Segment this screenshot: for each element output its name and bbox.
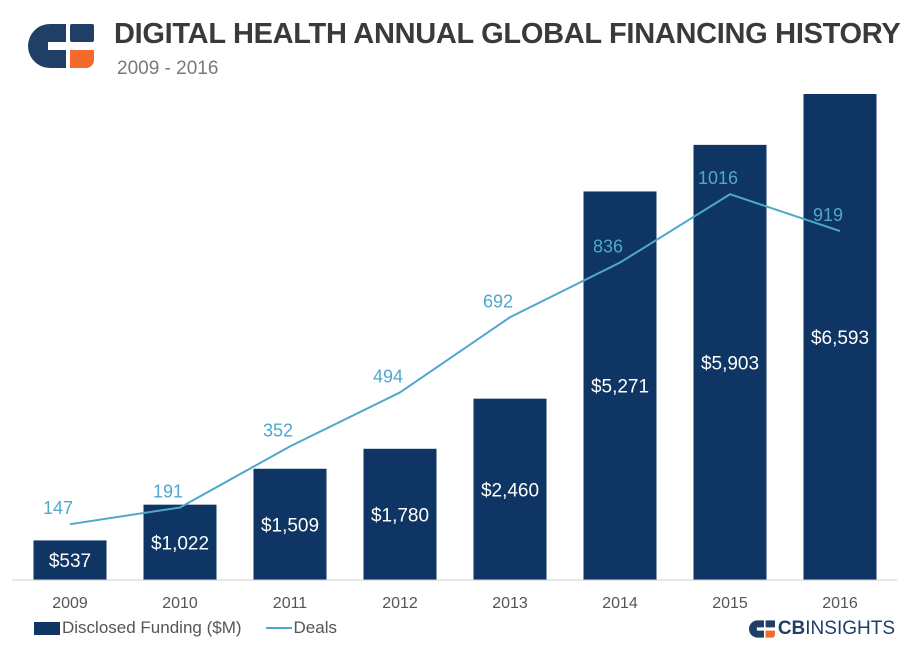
cb-insights-mini-logo-icon bbox=[748, 620, 775, 638]
deals-line bbox=[69, 193, 841, 526]
cb-insights-brand: CB INSIGHTS bbox=[748, 618, 895, 640]
legend-line-label: Deals bbox=[293, 618, 337, 637]
legend-bar-swatch bbox=[34, 621, 60, 635]
x-tick-2015: 2015 bbox=[712, 595, 748, 612]
bar-series bbox=[33, 94, 877, 580]
line-data-labels: 147 191 352 494 692 836 1016 919 bbox=[43, 168, 843, 518]
bar-label-2010: $1,022 bbox=[151, 533, 209, 554]
chart-subtitle: 2009 - 2016 bbox=[117, 58, 219, 79]
bar-label-2012: $1,780 bbox=[371, 505, 429, 526]
chart-title: DIGITAL HEALTH ANNUAL GLOBAL FINANCING H… bbox=[114, 18, 901, 50]
deals-label-2012: 494 bbox=[373, 366, 403, 386]
bar-2016 bbox=[803, 94, 877, 580]
deals-label-2009: 147 bbox=[43, 498, 73, 518]
bar-data-labels: $537 $1,022 $1,509 $1,780 $2,460 $5,271 $5,903… bbox=[49, 328, 869, 572]
deals-label-2011: 352 bbox=[263, 420, 293, 440]
deals-label-2010: 191 bbox=[153, 481, 183, 501]
bar-label-2014: $5,271 bbox=[591, 377, 649, 398]
deals-label-2016: 919 bbox=[813, 205, 843, 225]
legend: Disclosed Funding ($M) Deals bbox=[34, 617, 337, 639]
bar-2009 bbox=[33, 540, 107, 580]
deals-label-2013: 692 bbox=[483, 291, 513, 311]
brand-cb: CB bbox=[777, 618, 806, 639]
bar-2011 bbox=[253, 468, 327, 580]
deals-label-2014: 836 bbox=[593, 237, 623, 257]
x-tick-2011: 2011 bbox=[273, 595, 308, 612]
x-axis-tick-labels: 2009 2010 2011 2012 2013 2014 2015 2016 bbox=[52, 595, 858, 612]
brand-insights: INSIGHTS bbox=[805, 618, 895, 639]
x-tick-2016: 2016 bbox=[822, 595, 858, 612]
x-tick-2009: 2009 bbox=[52, 595, 88, 612]
bar-2013 bbox=[473, 398, 547, 580]
bar-label-2009: $537 bbox=[49, 551, 91, 572]
bar-label-2011: $1,509 bbox=[261, 515, 319, 536]
line-series bbox=[69, 193, 841, 526]
bar-2010 bbox=[143, 504, 217, 580]
bar-2012 bbox=[363, 448, 437, 580]
x-tick-2012: 2012 bbox=[382, 595, 418, 612]
deals-label-2015: 1016 bbox=[698, 168, 738, 188]
x-tick-2010: 2010 bbox=[162, 595, 198, 612]
legend-bar-label: Disclosed Funding ($M) bbox=[62, 618, 242, 637]
bar-label-2015: $5,903 bbox=[701, 353, 759, 374]
bar-2014 bbox=[583, 191, 657, 580]
bar-label-2016: $6,593 bbox=[811, 328, 869, 349]
bar-label-2013: $2,460 bbox=[481, 480, 539, 501]
x-tick-2013: 2013 bbox=[492, 595, 528, 612]
legend-line-swatch bbox=[265, 627, 292, 629]
bar-2015 bbox=[693, 144, 767, 580]
cb-insights-logo-icon bbox=[28, 24, 94, 68]
x-tick-2014: 2014 bbox=[602, 595, 638, 612]
